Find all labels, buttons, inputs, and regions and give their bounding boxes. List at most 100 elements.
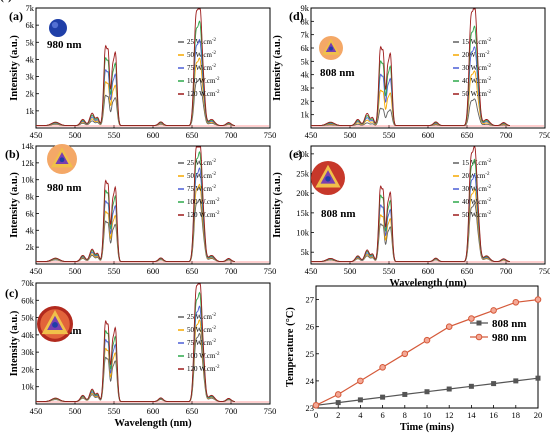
x-tick-label: 600 (422, 130, 435, 140)
legend-label: 120 W.cm-2 (187, 90, 220, 98)
legend-label-superscript: -2 (215, 77, 220, 82)
legend-marker (475, 333, 483, 341)
data-point (534, 296, 542, 303)
legend-label-text: 25 W.cm (187, 313, 212, 321)
x-tick-label: 450 (30, 406, 43, 416)
legend-label-text: 50 W.cm (462, 90, 487, 98)
legend-label-superscript: -2 (212, 38, 217, 43)
legend-label-text: 30 W.cm (462, 64, 487, 72)
legend-label-superscript: -2 (485, 51, 490, 56)
legend-label: 75 W.cm-2 (187, 185, 217, 193)
x-tick-label: 650 (186, 266, 199, 276)
legend-label: 25 W.cm-2 (187, 38, 217, 46)
x-tick-label: 12 (445, 410, 454, 420)
y-tick-label: 10k (21, 382, 35, 392)
y-tick-label: 7k (301, 30, 310, 40)
x-tick-label: 20 (534, 410, 543, 420)
data-point (335, 400, 341, 406)
data-point (357, 397, 363, 403)
legend-label: 50 W.cm-2 (462, 90, 492, 98)
legend-label: 40 W.cm-2 (462, 198, 492, 206)
x-tick-label: 14 (467, 410, 476, 420)
legend-label-superscript: -2 (212, 339, 217, 344)
x-tick-label: 450 (305, 130, 318, 140)
x-tick-label: 450 (30, 266, 43, 276)
x-tick-label: 750 (539, 266, 550, 276)
panel-d: 450 500 550 600 650 700 750 1k 2k 3k 4k 5k 6k 7k 8k 9k I… (272, 3, 550, 140)
x-tick-label: 450 (305, 266, 318, 276)
y-tick-label: 5k (26, 37, 35, 47)
legend-label: 15 W.cm-2 (462, 38, 492, 46)
panel-e: 450 500 550 600 650 700 750 5k 10k 15k 20k 25k 30k Wa… (272, 145, 550, 289)
y-axis-label: Intensity (a.u.) (9, 35, 20, 101)
data-point (468, 383, 474, 389)
legend-label-text: 120 W.cm (187, 211, 216, 219)
legend-label-superscript: -2 (215, 211, 220, 216)
legend-label-text: 40 W.cm (462, 77, 487, 85)
x-axis-label: Wavelength (nm) (114, 418, 192, 429)
excitation-label: 980 nm (47, 182, 82, 194)
panel-a: 450 500 550 600 650 700 750 1k 2k 3k 4k 5k 6k 7k Inten… (9, 3, 276, 140)
legend-label: 100 W.cm-2 (187, 198, 220, 206)
x-axis-label: Wavelength (nm) (389, 278, 467, 289)
x-tick-label: 500 (344, 266, 357, 276)
legend-label: 40 W.cm-2 (462, 77, 492, 85)
x-tick-label: 650 (186, 406, 199, 416)
legend-label-superscript: -2 (487, 90, 492, 95)
panel-c: 450 500 550 600 650 700 750 10k 20k 30k 40k 50k 60k 7… (5, 278, 276, 429)
legend-label-text: 50 W.cm (462, 211, 487, 219)
y-tick-label: 2k (301, 96, 310, 106)
y-tick-label: 1k (26, 106, 35, 116)
legend-label-text: 120 W.cm (187, 90, 216, 98)
legend-label: 25 W.cm-2 (187, 313, 217, 321)
x-tick-label: 500 (69, 266, 82, 276)
x-tick-label: 10 (423, 410, 432, 420)
y-tick-label: 60k (21, 295, 35, 305)
x-tick-label: 18 (512, 410, 521, 420)
legend-marker (476, 320, 482, 326)
legend-label: 100 W.cm-2 (187, 352, 220, 360)
legend-label: 20W.cm-2 (462, 51, 490, 59)
x-tick-label: 750 (264, 266, 277, 276)
x-tick-label: 450 (30, 130, 43, 140)
x-tick-label: 700 (225, 130, 238, 140)
core-icon (325, 176, 331, 182)
series-line (36, 283, 236, 403)
series-line (311, 8, 510, 127)
x-tick-label: 0 (314, 410, 318, 420)
legend-label-text: 120 W.cm (187, 365, 216, 373)
y-tick-label: 26 (306, 322, 315, 332)
y-tick-label: 25k (296, 169, 310, 179)
y-tick-label: 50k (21, 313, 35, 323)
legend-label-text: 100 W.cm (187, 352, 216, 360)
data-point (312, 401, 320, 409)
x-tick-label: 550 (108, 266, 121, 276)
legend-label: 808 nm (492, 318, 527, 330)
data-point (535, 375, 541, 381)
y-tick-label: 70k (21, 278, 35, 288)
legend-label-superscript: -2 (212, 51, 217, 56)
legend-label: 50 W.cm-2 (187, 172, 217, 180)
data-point (401, 350, 409, 358)
core-icon (59, 157, 65, 163)
data-point (490, 307, 497, 314)
x-tick-label: 550 (383, 130, 396, 140)
plot-frame (35, 7, 271, 129)
plot-frame (35, 282, 271, 405)
x-tick-label: 600 (422, 266, 435, 276)
y-axis-label: Intensity (a.u.) (9, 172, 20, 238)
legend-label-superscript: -2 (212, 64, 217, 69)
x-tick-label: 6 (380, 410, 384, 420)
data-point (379, 364, 386, 371)
y-axis-label: Intensity (a.u.) (272, 35, 283, 101)
y-tick-label: 3k (26, 72, 35, 82)
y-tick-label: 2k (26, 242, 35, 252)
data-point (491, 381, 497, 387)
y-tick-label: 6k (26, 208, 35, 218)
legend-label-superscript: -2 (487, 38, 492, 43)
data-point (446, 386, 452, 392)
legend-label-superscript: -2 (215, 90, 220, 95)
y-tick-label: 3k (301, 83, 310, 93)
legend-label: 25 W.cm-2 (187, 159, 217, 167)
y-tick-label: 20k (21, 364, 35, 374)
